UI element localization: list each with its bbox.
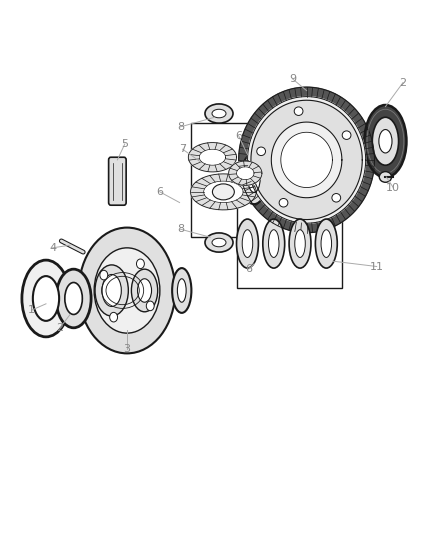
Ellipse shape — [205, 104, 233, 123]
Text: 6: 6 — [156, 187, 163, 197]
Ellipse shape — [242, 230, 253, 257]
Polygon shape — [237, 167, 254, 180]
Ellipse shape — [56, 269, 91, 328]
Ellipse shape — [131, 269, 158, 312]
Text: 6: 6 — [235, 131, 242, 141]
Bar — [237, 200, 342, 288]
Ellipse shape — [364, 105, 406, 177]
Ellipse shape — [295, 230, 305, 257]
Ellipse shape — [379, 172, 392, 182]
Ellipse shape — [321, 230, 332, 257]
Bar — [191, 123, 267, 237]
Text: 3: 3 — [124, 344, 131, 354]
Ellipse shape — [205, 233, 233, 252]
Ellipse shape — [79, 228, 175, 353]
Ellipse shape — [294, 107, 303, 116]
Polygon shape — [191, 174, 256, 210]
Text: 5: 5 — [121, 139, 128, 149]
Polygon shape — [247, 96, 366, 223]
Ellipse shape — [268, 230, 279, 257]
Ellipse shape — [146, 301, 154, 311]
Ellipse shape — [95, 265, 128, 316]
FancyBboxPatch shape — [109, 157, 126, 205]
Ellipse shape — [94, 248, 160, 333]
Ellipse shape — [100, 270, 108, 280]
Text: 7: 7 — [179, 144, 186, 154]
Ellipse shape — [237, 219, 258, 268]
Ellipse shape — [212, 238, 226, 247]
Ellipse shape — [257, 147, 265, 156]
Ellipse shape — [138, 279, 152, 302]
Text: 2: 2 — [399, 78, 406, 87]
Text: 9: 9 — [289, 74, 296, 84]
Polygon shape — [188, 143, 237, 172]
Ellipse shape — [342, 131, 351, 140]
Ellipse shape — [279, 198, 288, 207]
Ellipse shape — [177, 279, 186, 302]
Ellipse shape — [332, 193, 341, 202]
Ellipse shape — [212, 109, 226, 118]
Ellipse shape — [241, 153, 267, 204]
Text: 1: 1 — [28, 305, 35, 315]
Ellipse shape — [379, 130, 392, 153]
Ellipse shape — [33, 276, 59, 321]
Ellipse shape — [263, 219, 285, 268]
Polygon shape — [271, 122, 342, 198]
Polygon shape — [199, 149, 226, 165]
Text: 8: 8 — [177, 122, 184, 132]
Ellipse shape — [102, 274, 121, 306]
Polygon shape — [204, 181, 243, 203]
Ellipse shape — [289, 219, 311, 268]
Ellipse shape — [137, 259, 145, 269]
Text: 6: 6 — [245, 264, 252, 274]
Polygon shape — [229, 161, 262, 185]
Polygon shape — [251, 100, 362, 220]
Ellipse shape — [110, 312, 117, 322]
Ellipse shape — [212, 184, 234, 200]
Ellipse shape — [315, 219, 337, 268]
Ellipse shape — [172, 268, 191, 313]
Text: 2: 2 — [57, 323, 64, 333]
Text: 8: 8 — [177, 224, 184, 234]
Polygon shape — [239, 87, 374, 232]
Ellipse shape — [372, 117, 399, 165]
Text: 4: 4 — [49, 243, 56, 253]
Text: 10: 10 — [386, 183, 400, 192]
Ellipse shape — [248, 165, 260, 192]
Ellipse shape — [65, 282, 82, 314]
Text: 11: 11 — [370, 262, 384, 271]
Polygon shape — [281, 132, 332, 188]
Ellipse shape — [22, 260, 70, 337]
